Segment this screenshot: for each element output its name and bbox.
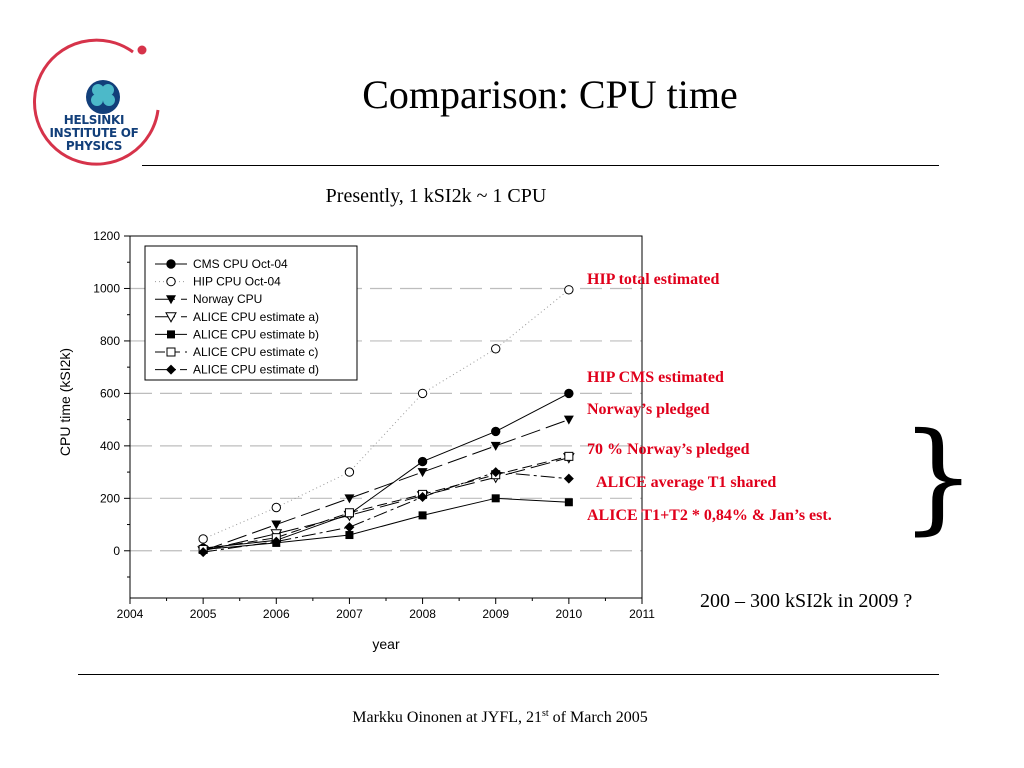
- data-point-series-6: [564, 451, 574, 461]
- x-tick-label: 2006: [263, 607, 290, 621]
- data-point-series-1: [491, 426, 501, 437]
- x-tick-label: 2011: [629, 607, 655, 621]
- legend-entry: ALICE CPU estimate d): [193, 363, 319, 377]
- top-rule: [142, 165, 939, 166]
- y-tick-label: 600: [100, 386, 120, 400]
- legend-marker: [165, 312, 177, 323]
- footer: Markku Oinonen at JYFL, 21st of March 20…: [200, 707, 800, 729]
- legend-entry: CMS CPU Oct-04: [193, 257, 288, 271]
- annotation-hip-cms: HIP CMS estimated: [587, 369, 724, 386]
- data-point-series-6: [344, 508, 354, 518]
- data-point-series-3: [563, 415, 574, 425]
- x-axis-label: year: [372, 636, 400, 652]
- legend-marker: [166, 295, 176, 305]
- x-tick-label: 2004: [117, 607, 144, 621]
- data-point-series-2: [417, 388, 428, 399]
- data-point-series-2: [564, 285, 574, 295]
- logo-line-2: INSTITUTE OF: [49, 126, 139, 140]
- y-tick-label: 1000: [93, 281, 120, 295]
- logo-line-3: PHYSICS: [65, 139, 123, 153]
- series-line-6: [203, 455, 569, 550]
- data-point-series-5: [491, 494, 500, 503]
- logo-line-1: HELSINKI: [63, 113, 125, 127]
- y-axis-label: CPU time (kSI2k): [57, 348, 73, 456]
- x-tick-label: 2005: [190, 607, 217, 621]
- series-line-3: [202, 419, 570, 552]
- x-tick-label: 2007: [336, 607, 363, 621]
- data-point-series-3: [490, 441, 501, 451]
- legend-entry: Norway CPU: [193, 292, 262, 306]
- legend-entry: ALICE CPU estimate a): [193, 310, 319, 324]
- brace: }: [900, 408, 977, 547]
- legend-marker: [166, 364, 176, 375]
- footer-text: Markku Oinonen at JYFL, 21: [352, 709, 542, 726]
- data-point-series-7: [417, 492, 428, 503]
- y-tick-label: 200: [100, 491, 120, 505]
- data-point-series-7: [344, 522, 355, 533]
- series-line-5: [203, 497, 569, 550]
- annotation-alice-t1: ALICE average T1 shared: [596, 474, 777, 491]
- data-point-series-1: [417, 456, 428, 467]
- data-point-series-2: [344, 467, 355, 477]
- legend-marker: [166, 259, 176, 269]
- hip-logo: [33, 38, 160, 166]
- data-point-series-1: [564, 388, 574, 399]
- data-point-series-3: [271, 520, 282, 530]
- footer-date: of March 2005: [548, 709, 648, 726]
- data-point-series-7: [198, 547, 209, 558]
- x-tick-label: 2009: [482, 607, 509, 621]
- data-point-series-2: [271, 502, 281, 513]
- legend-marker: [166, 347, 176, 357]
- annotation-alice-t1t2: ALICE T1+T2 * 0,84% & Jan’s est.: [587, 507, 832, 524]
- annotation-norway-pledged: Norway’s pledged: [587, 401, 710, 418]
- y-tick-label: 800: [100, 334, 120, 348]
- data-point-series-7: [490, 467, 501, 478]
- y-tick-label: 1200: [93, 229, 120, 243]
- legend-entry: ALICE CPU estimate c): [193, 345, 318, 359]
- legend-marker: [166, 276, 176, 287]
- data-point-series-7: [271, 536, 282, 547]
- annotation-hip-total: HIP total estimated: [587, 271, 720, 288]
- logo-dot: [137, 45, 147, 55]
- slide-subtitle: Presently, 1 kSI2k ~ 1 CPU: [325, 185, 547, 207]
- data-point-series-3: [344, 494, 355, 504]
- data-point-series-3: [417, 468, 428, 478]
- estimate-note: 200 – 300 kSI2k in 2009 ?: [700, 590, 913, 612]
- data-point-series-5: [345, 531, 354, 540]
- data-point-series-2: [491, 344, 501, 354]
- annotation-norway-70: 70 % Norway’s pledged: [587, 441, 750, 458]
- logo-ring: [33, 38, 160, 166]
- series-line-7: [203, 471, 569, 553]
- data-point-series-7: [563, 473, 574, 484]
- series-line-4: [203, 457, 569, 552]
- x-tick-label: 2010: [556, 607, 583, 621]
- bottom-rule: [78, 674, 939, 675]
- data-point-series-5: [418, 511, 427, 520]
- footer-sup: st: [542, 708, 549, 719]
- series-line-1: [203, 392, 570, 549]
- legend-entry: HIP CPU Oct-04: [193, 275, 281, 289]
- data-point-series-5: [564, 498, 573, 507]
- x-tick-label: 2008: [409, 607, 436, 621]
- y-tick-label: 0: [113, 544, 120, 558]
- legend-marker: [167, 330, 175, 339]
- clover-icon: [86, 80, 120, 114]
- data-point-series-2: [198, 534, 208, 544]
- legend-entry: ALICE CPU estimate b): [193, 327, 319, 341]
- slide-title: Comparison: CPU time: [362, 72, 738, 117]
- legend-box: [144, 245, 358, 381]
- y-tick-label: 400: [100, 439, 120, 453]
